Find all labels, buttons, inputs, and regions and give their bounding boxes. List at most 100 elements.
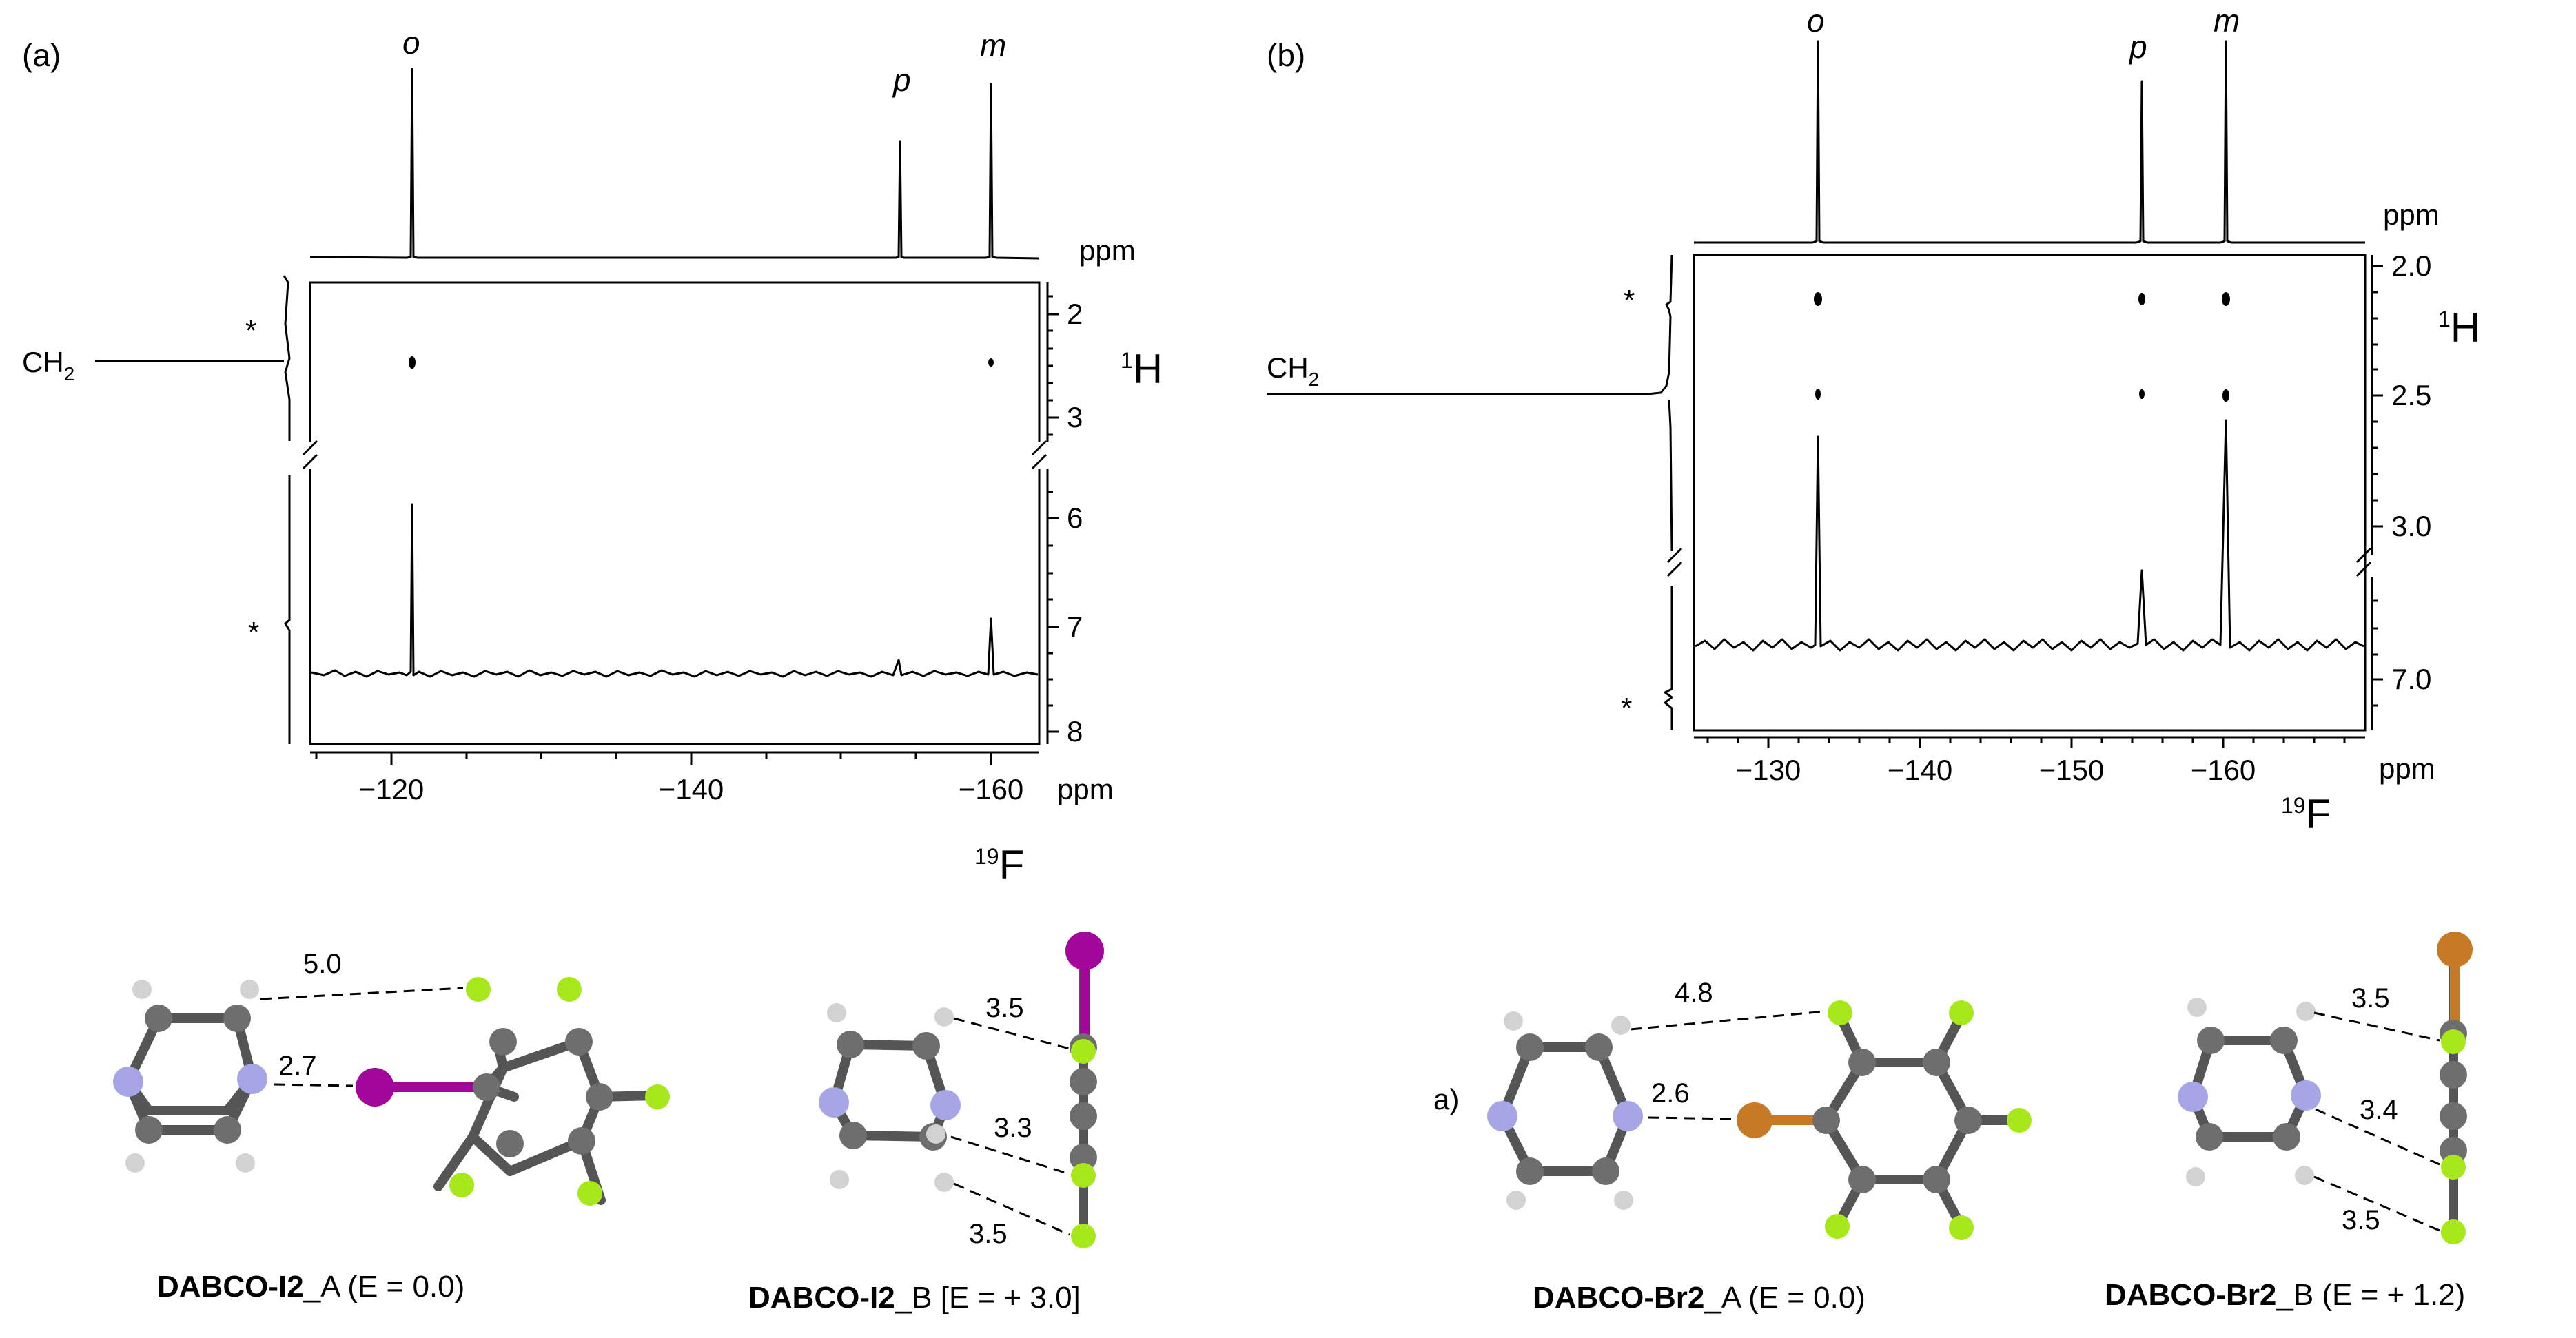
atom-hydrogen — [827, 1003, 846, 1022]
contact-line-3 — [953, 1182, 1070, 1236]
contact-line-3 — [2313, 1175, 2440, 1232]
atom-carbon — [489, 1028, 517, 1056]
panel-b-crosspeak-p-1 — [2138, 293, 2145, 305]
panel-a-crosspeak-m — [988, 358, 994, 367]
atom-fluorine — [577, 1181, 602, 1206]
panel-a-peak-p: p — [892, 62, 911, 98]
panel-b-htick-label-0: 2.0 — [2391, 249, 2431, 282]
panel-a-star-upper: * — [245, 314, 256, 347]
atom-iodine — [356, 1068, 394, 1107]
atom-hydrogen — [1611, 1016, 1631, 1035]
panel-a-star-lower: * — [248, 616, 259, 648]
panel-b-htick-label-3: 7.0 — [2391, 663, 2431, 695]
atom-fluorine — [1949, 1000, 1974, 1025]
contact-line-2 — [274, 1083, 354, 1087]
atom-nitrogen — [237, 1064, 267, 1094]
atom-hydrogen — [830, 1170, 849, 1189]
distance-3: 3.5 — [2342, 1205, 2380, 1235]
atom-carbon — [1848, 1049, 1876, 1076]
panel-b-top-spectrum — [1694, 40, 2365, 244]
contact-line-1 — [953, 1017, 1070, 1050]
atom-carbon — [2440, 1102, 2467, 1130]
structure-dabco-br2-a: a) — [1433, 978, 2032, 1315]
atom-nitrogen — [1487, 1101, 1517, 1131]
atom-hydrogen — [1506, 1191, 1526, 1210]
atom-carbon — [1592, 1157, 1619, 1185]
atom-fluorine — [645, 1084, 670, 1109]
atom-carbon — [1516, 1157, 1544, 1185]
atom-bromine — [1737, 1102, 1772, 1138]
atom-hydrogen — [2295, 1166, 2314, 1185]
contact-line-2 — [950, 1135, 1070, 1175]
panel-a-break-right — [1031, 440, 1047, 470]
atom-carbon — [1070, 1102, 1097, 1130]
atom-iodine — [1065, 932, 1104, 970]
distance-2: 2.7 — [278, 1051, 317, 1081]
panel-a-frame-lower — [309, 469, 1041, 745]
panel-a-ch2-label: CH2 — [22, 346, 74, 384]
structure-caption: DABCO-Br2_B (E = + 1.2) — [2105, 1278, 2465, 1312]
atom-hydrogen — [934, 1173, 954, 1192]
panel-b-ftick-label-3: −160 — [2191, 754, 2256, 786]
atom-nitrogen — [1613, 1101, 1643, 1131]
atom-carbon — [473, 1073, 500, 1101]
atom-nitrogen — [2178, 1082, 2208, 1112]
panel-b-htick-label-2: 3.0 — [2391, 510, 2431, 542]
panel-a-peak-m: m — [980, 28, 1006, 63]
atom-nitrogen — [930, 1090, 961, 1120]
atom-carbon — [214, 1116, 241, 1144]
panel-b-star-lower: * — [1621, 692, 1632, 724]
panel-b-crosspeak-o-2 — [1815, 389, 1821, 400]
panel-a-h-nucleus: 1H — [1121, 346, 1163, 392]
atom-hydrogen — [125, 1153, 145, 1173]
panel-b-peak-o: o — [1807, 3, 1825, 39]
atom-carbon — [1923, 1166, 1950, 1193]
panel-a-slice-spectrum — [311, 503, 1039, 678]
atom-fluorine — [1071, 1224, 1096, 1248]
panel-a-peak-o: o — [402, 25, 420, 61]
atom-nitrogen — [113, 1067, 143, 1097]
panel-a: (a) o p m ppm CH2 * * — [22, 25, 1163, 888]
panel-a-frame-upper — [309, 281, 1041, 442]
distance-3: 3.5 — [969, 1219, 1008, 1249]
panel-b-htick-label-1: 2.5 — [2391, 379, 2431, 411]
atom-carbon — [2440, 1061, 2467, 1089]
distance-2: 3.3 — [994, 1113, 1032, 1143]
atom-carbon — [496, 1130, 524, 1157]
panel-b-crosspeak-m-1 — [2222, 292, 2230, 306]
panel-b-crosspeak-o-1 — [1814, 292, 1822, 306]
atom-fluorine — [2007, 1108, 2032, 1133]
atom-fluorine — [466, 977, 491, 1002]
panel-b-h-projection-lower — [1664, 586, 1673, 730]
atom-carbon — [2270, 1027, 2298, 1054]
contact-line-1 — [1630, 1010, 1826, 1031]
structure-dabco-i2-a: 5.0 2.7 DABCO-I2_A (E = 0.0) — [113, 949, 670, 1304]
panel-b-slice-spectrum — [1695, 419, 2364, 652]
panel-b-crosspeak-m-2 — [2222, 389, 2229, 402]
panel-a-htick-label-1: 3 — [1067, 401, 1083, 433]
atom-carbon — [1923, 1049, 1950, 1076]
atom-carbon — [1070, 1144, 1097, 1171]
atom-fluorine — [2441, 1155, 2466, 1180]
atom-carbon — [839, 1122, 867, 1149]
panel-b: (b) o p m ppm CH2 * * — [1267, 3, 2480, 837]
bonds — [2188, 960, 2458, 1241]
atom-hydrogen — [1614, 1191, 1633, 1210]
atom-fluorine — [2441, 1219, 2466, 1244]
atom-carbon — [135, 1116, 163, 1144]
atom-carbon — [1585, 1033, 1613, 1061]
atom-carbon — [586, 1083, 613, 1111]
atom-carbon — [565, 1028, 593, 1056]
panel-b-frame — [1693, 254, 2367, 732]
panel-b-break-right — [2355, 547, 2372, 577]
distance-1: 3.5 — [985, 993, 1024, 1023]
panel-a-h-projection-upper — [283, 275, 291, 441]
panel-a-htick-label-4: 8 — [1067, 715, 1083, 748]
distance-2: 3.4 — [2360, 1095, 2398, 1125]
panel-b-crosspeak-p-2 — [2139, 389, 2145, 399]
atom-hydrogen — [2296, 1002, 2316, 1021]
structure-dabco-br2-b: 3.5 3.4 3.5 DABCO-Br2_B (E = + 1.2) — [2105, 932, 2473, 1312]
structure-caption: DABCO-I2_A (E = 0.0) — [157, 1270, 464, 1304]
distance-1: 3.5 — [2351, 983, 2390, 1013]
contact-line-2 — [1648, 1116, 1735, 1120]
